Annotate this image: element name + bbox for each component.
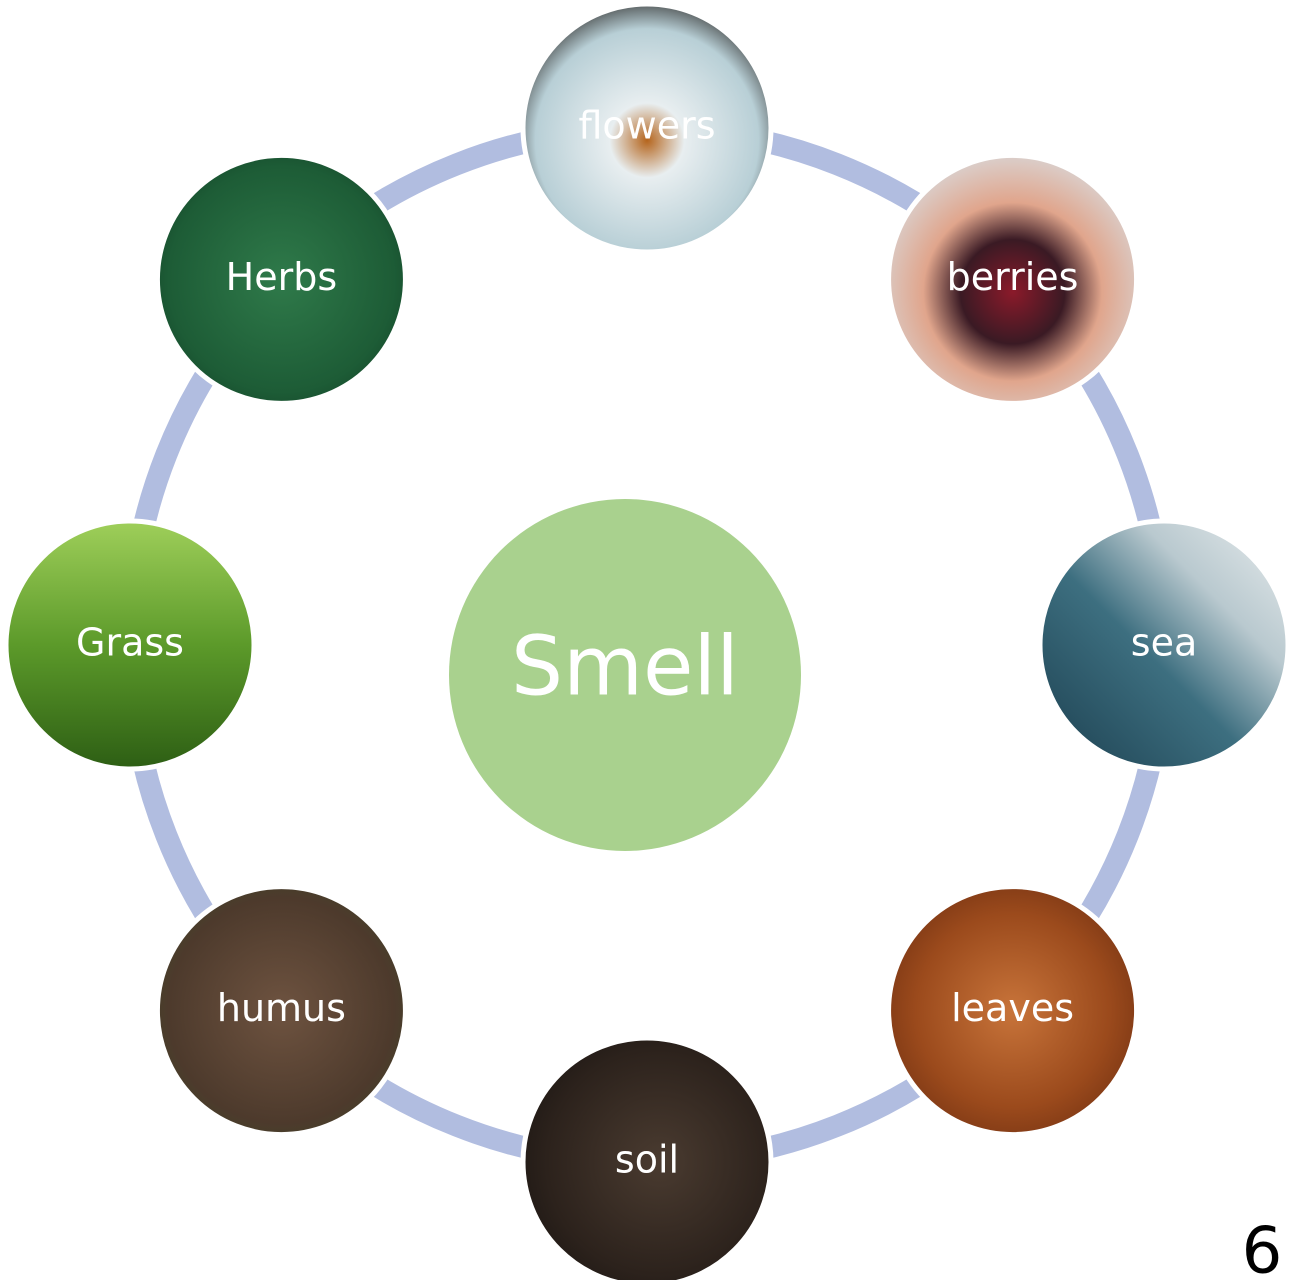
- node-label: Grass: [76, 621, 184, 665]
- page-number: 6: [1242, 1215, 1283, 1280]
- node-label: leaves: [951, 986, 1074, 1030]
- smell-diagram: Smell flowers berries sea leaves soil humus Gr…: [0, 0, 1290, 1280]
- node-label: humus: [217, 986, 346, 1030]
- node-label: Herbs: [226, 255, 338, 299]
- node-label: flowers: [578, 104, 715, 148]
- node-label: berries: [947, 255, 1079, 299]
- page: Smell flowers berries sea leaves soil humus Gr…: [0, 0, 1290, 1280]
- node-label: soil: [615, 1138, 679, 1182]
- center-label: Smell: [511, 619, 739, 714]
- node-label: sea: [1131, 621, 1197, 665]
